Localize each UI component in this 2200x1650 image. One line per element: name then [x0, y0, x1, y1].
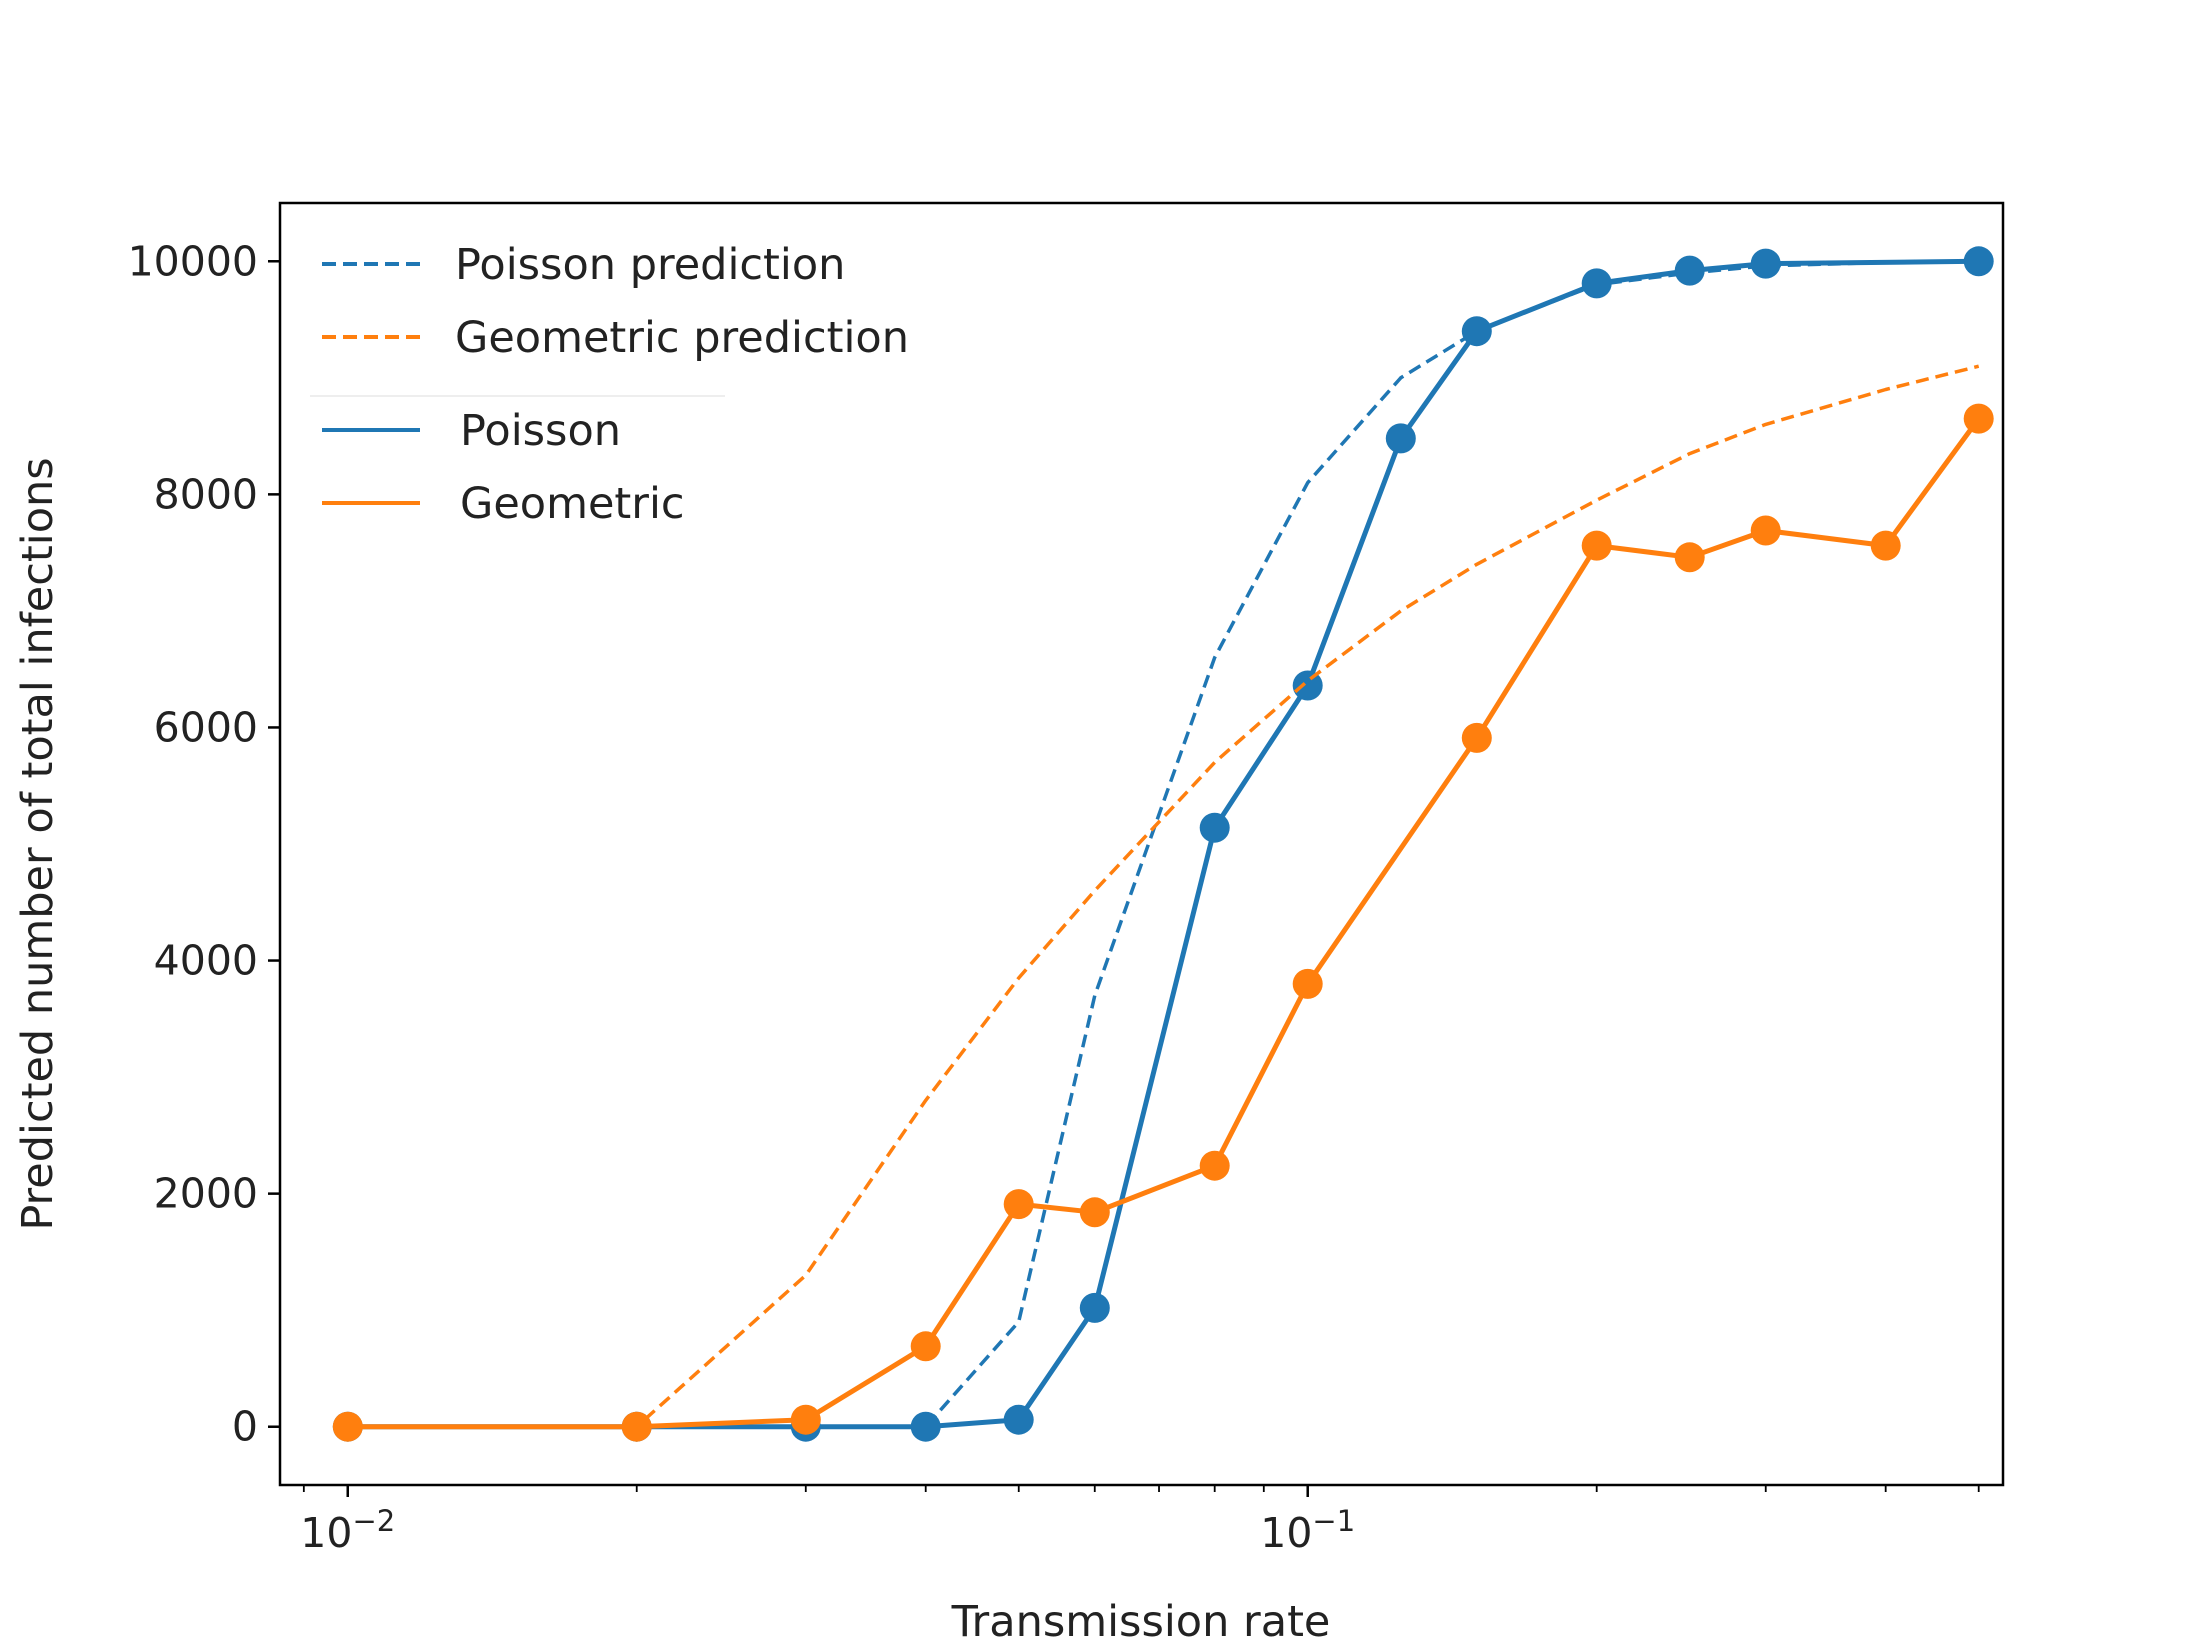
- x-tick-label-0: 10−2: [300, 1504, 395, 1557]
- x-axis: 10−2 10−1: [300, 1485, 1980, 1557]
- legend-label-geometric: Geometric: [460, 479, 685, 529]
- point-poisson-3: [910, 1411, 941, 1442]
- series-line-geometric-prediction: [347, 364, 1980, 1429]
- point-poisson-11: [1674, 255, 1705, 286]
- point-poisson-5: [1079, 1292, 1110, 1323]
- y-axis: 0 2000 4000 6000 8000 10000: [128, 237, 280, 1451]
- point-geometric-9: [1581, 530, 1612, 561]
- x-tick-label-1: 10−1: [1260, 1504, 1355, 1557]
- point-poisson-12: [1750, 248, 1781, 279]
- point-geometric-8: [1461, 722, 1492, 753]
- point-poisson-8: [1385, 423, 1416, 454]
- legend-label-poisson: Poisson: [460, 406, 621, 456]
- point-poisson-9: [1461, 316, 1492, 347]
- plot-frame: [278, 201, 2005, 1487]
- point-geometric-1: [621, 1411, 652, 1442]
- point-geometric-6: [1199, 1150, 1230, 1181]
- point-poisson-10: [1581, 268, 1612, 299]
- y-tick-label-4000: 4000: [154, 937, 258, 985]
- legend-label-poisson-prediction: Poisson prediction: [455, 240, 845, 290]
- legend: Poisson prediction Geometric prediction …: [310, 240, 909, 529]
- y-tick-label-0: 0: [232, 1403, 258, 1451]
- point-poisson-4: [1003, 1404, 1034, 1435]
- series-geometric-prediction: [347, 364, 1980, 1429]
- point-geometric-13: [1963, 403, 1994, 434]
- point-geometric-5: [1079, 1197, 1110, 1228]
- y-tick-label-6000: 6000: [154, 703, 258, 751]
- legend-label-geometric-prediction: Geometric prediction: [455, 313, 909, 363]
- point-poisson-13: [1963, 246, 1994, 277]
- series-geometric: [332, 403, 1994, 1442]
- point-geometric-10: [1674, 542, 1705, 573]
- y-tick-label-2000: 2000: [154, 1170, 258, 1218]
- plot-marks: [332, 246, 1994, 1442]
- point-geometric-4: [1003, 1189, 1034, 1220]
- point-geometric-3: [910, 1331, 941, 1362]
- point-poisson-6: [1199, 812, 1230, 843]
- y-axis-label: Predicted number of total infections: [13, 457, 63, 1230]
- point-geometric-2: [790, 1404, 821, 1435]
- point-poisson-7: [1292, 670, 1323, 701]
- point-geometric-12: [1870, 530, 1901, 561]
- point-geometric-11: [1750, 515, 1781, 546]
- point-geometric-7: [1292, 968, 1323, 999]
- x-axis-label: Transmission rate: [951, 1597, 1331, 1647]
- series-line-geometric: [345, 416, 1982, 1430]
- y-tick-label-10000: 10000: [128, 237, 258, 285]
- point-geometric-0: [332, 1411, 363, 1442]
- y-tick-label-8000: 8000: [154, 470, 258, 518]
- series-line-poisson: [345, 258, 1982, 1430]
